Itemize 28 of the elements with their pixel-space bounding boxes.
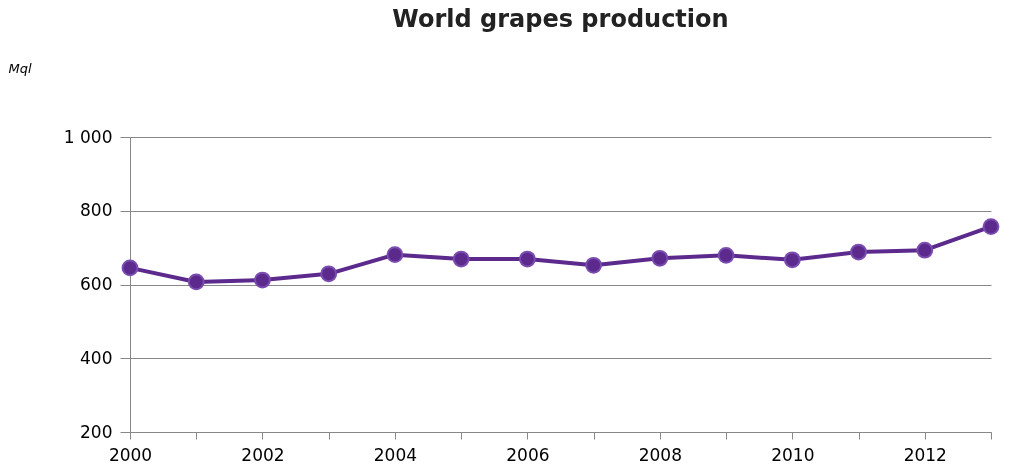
y-tick-label: 800	[80, 200, 113, 221]
point	[783, 251, 801, 269]
point	[320, 265, 338, 283]
point	[121, 259, 139, 277]
y-tick-label: 200	[80, 421, 113, 442]
x-tick-label: 2004	[373, 444, 418, 465]
point	[187, 273, 205, 291]
point	[850, 243, 867, 261]
x-tick-label: 2006	[506, 444, 550, 465]
x-tick-label: 2008	[638, 444, 682, 465]
point	[518, 250, 536, 268]
point	[982, 218, 1000, 236]
point	[651, 249, 669, 267]
y-axis-title: Mql	[8, 60, 32, 76]
point	[717, 246, 735, 264]
x-tick-label: 2010	[771, 444, 815, 465]
point	[452, 250, 470, 268]
x-tick-label: 2012	[903, 444, 947, 465]
point	[585, 256, 603, 274]
point	[916, 241, 934, 259]
point	[386, 246, 404, 264]
y-tick-label: 400	[80, 347, 113, 368]
x-tick-label: 2000	[108, 444, 153, 465]
chart-title: World grapes production	[392, 5, 729, 33]
y-tick-label: 1 000	[63, 126, 113, 147]
y-tick-label: 600	[80, 274, 113, 294]
x-tick-label: 2002	[241, 444, 285, 465]
point	[254, 271, 271, 289]
